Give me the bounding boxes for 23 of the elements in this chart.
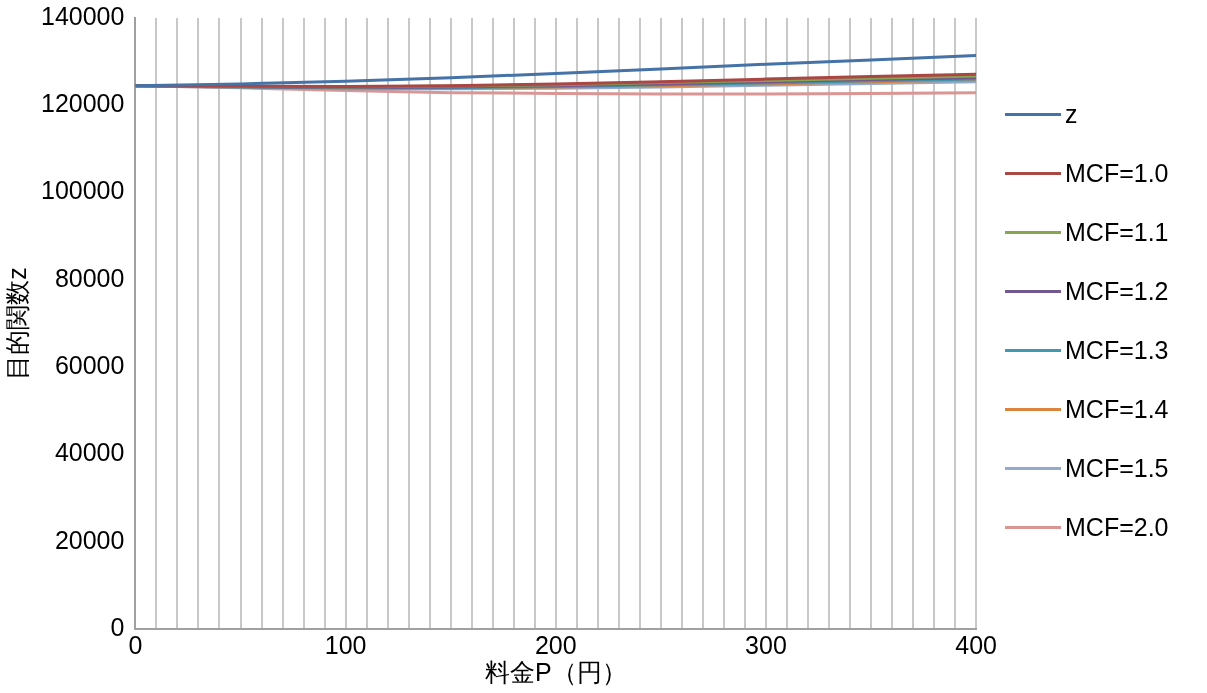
legend-label: MCF=1.2	[1065, 277, 1169, 306]
y-tick-label: 80000	[54, 263, 125, 292]
legend-label: MCF=1.4	[1065, 395, 1169, 424]
x-tick-label: 0	[128, 630, 143, 659]
x-tick-label: 100	[324, 630, 367, 659]
legend-label: MCF=1.3	[1065, 336, 1169, 365]
y-tick-label: 120000	[40, 89, 125, 118]
y-axis-title: 目的関数z	[2, 267, 31, 380]
x-tick-label: 300	[745, 630, 787, 659]
legend-label: z	[1065, 100, 1078, 129]
y-tick-label: 40000	[54, 438, 125, 467]
legend-label: MCF=1.0	[1065, 159, 1169, 188]
legend-label: MCF=1.1	[1065, 218, 1169, 247]
legend-label: MCF=1.5	[1065, 454, 1169, 483]
legend-label: MCF=2.0	[1065, 513, 1169, 542]
x-tick-label: 400	[955, 630, 997, 659]
y-tick-label: 60000	[54, 351, 125, 380]
x-tick-label: 200	[534, 630, 577, 659]
y-tick-label: 100000	[40, 176, 125, 205]
y-tick-label: 140000	[40, 1, 125, 30]
y-tick-label: 0	[110, 612, 125, 641]
y-tick-label: 20000	[54, 525, 125, 554]
x-axis-title: 料金P（円）	[484, 657, 627, 686]
